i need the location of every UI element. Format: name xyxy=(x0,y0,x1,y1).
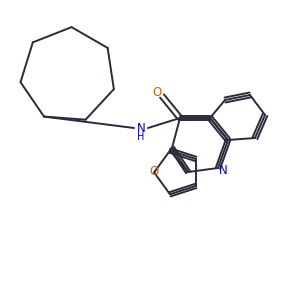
Text: H: H xyxy=(137,132,145,142)
Text: N: N xyxy=(219,164,227,176)
Text: O: O xyxy=(149,165,159,178)
Text: N: N xyxy=(137,122,145,134)
Text: O: O xyxy=(152,86,162,100)
